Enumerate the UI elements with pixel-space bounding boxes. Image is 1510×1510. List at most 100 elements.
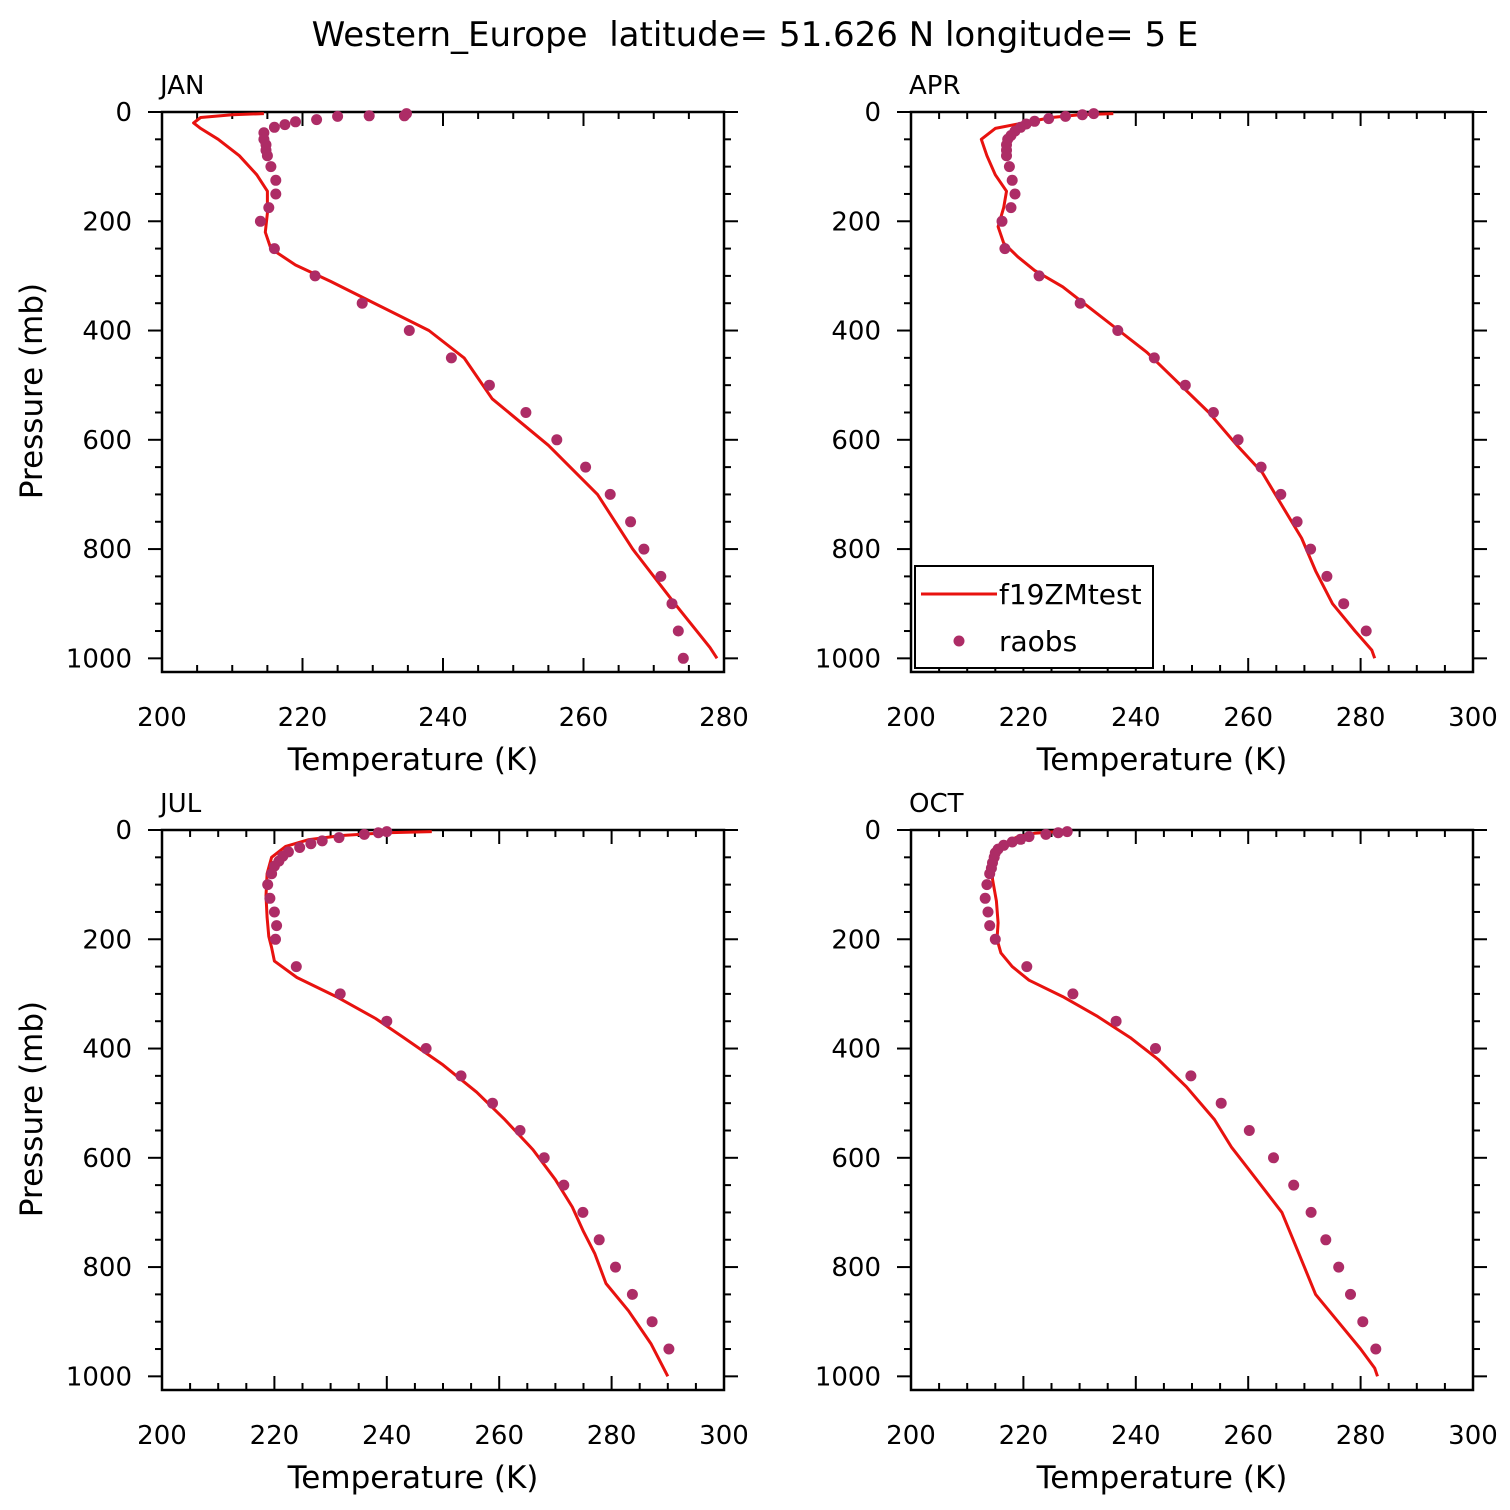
raobs-point <box>538 1152 550 1164</box>
y-tick-label: 1000 <box>815 1362 881 1392</box>
raobs-point <box>1003 161 1015 173</box>
raobs-point <box>514 1125 526 1136</box>
y-tick-label: 0 <box>115 98 132 128</box>
raobs-point <box>1150 1043 1161 1054</box>
y-tick-label: 800 <box>831 1253 881 1283</box>
raobs-point <box>1370 1343 1382 1355</box>
y-tick-label: 200 <box>82 925 132 955</box>
raobs-point <box>372 827 384 839</box>
raobs-point <box>403 325 415 336</box>
raobs-point <box>270 188 282 200</box>
raobs-point <box>551 434 563 446</box>
raobs-point <box>1006 174 1018 186</box>
raobs-point <box>398 110 410 122</box>
raobs-point <box>1268 1152 1279 1164</box>
x-axis-title: Temperature (K) <box>1036 742 1288 778</box>
raobs-point <box>279 119 291 131</box>
raobs-point <box>483 379 495 391</box>
x-tick-label: 240 <box>1111 703 1161 733</box>
raobs-point <box>268 906 280 918</box>
raobs-point <box>1040 828 1052 840</box>
raobs-point <box>981 879 993 891</box>
x-tick-label: 220 <box>250 1421 300 1451</box>
raobs-point <box>655 570 667 582</box>
raobs-point <box>1043 113 1055 125</box>
raobs-point <box>1088 108 1100 120</box>
raobs-point <box>982 906 994 918</box>
y-tick-label: 400 <box>831 1035 881 1065</box>
raobs-point <box>363 110 375 122</box>
raobs-point <box>1360 625 1372 637</box>
panel-jul: JUL 200 220 240 260 280 300 0 200 400 600 800 1000 Te… <box>14 789 749 1496</box>
y-tick-label: 800 <box>82 535 132 565</box>
x-tick-label: 280 <box>1336 1421 1386 1451</box>
x-tick-label: 300 <box>1448 1421 1498 1451</box>
raobs-point <box>290 961 302 973</box>
raobs-point <box>334 988 346 1000</box>
raobs-point <box>1179 379 1191 391</box>
y-tick-label: 800 <box>831 535 881 565</box>
y-tick-label: 200 <box>831 207 881 237</box>
y-tick-label: 0 <box>864 98 881 128</box>
x-tick-label: 280 <box>587 1421 637 1451</box>
raobs-point <box>263 202 275 214</box>
legend-box <box>914 565 1154 669</box>
raobs-point <box>984 920 996 932</box>
raobs-point <box>264 892 276 904</box>
legend: f19ZMtest raobs <box>914 565 1154 669</box>
x-tick-label: 220 <box>999 703 1049 733</box>
y-tick-label: 1000 <box>66 644 132 674</box>
raobs-point <box>577 1206 589 1218</box>
raobs-point <box>1305 543 1317 555</box>
y-tick-label: 600 <box>82 1144 132 1174</box>
raobs-point <box>1338 598 1350 610</box>
plot-frame <box>160 110 726 674</box>
raobs-point <box>610 1261 621 1273</box>
x-axis-title: Temperature (K) <box>287 1460 539 1496</box>
raobs-point <box>1320 1234 1332 1246</box>
raobs-point <box>1345 1288 1356 1300</box>
raobs-point <box>1288 1179 1300 1191</box>
raobs-point <box>254 215 266 227</box>
raobs-point <box>1357 1316 1369 1328</box>
panel-jan: JAN 200 220 240 260 280 0 200 400 600 800 1000 Tempe… <box>14 71 749 778</box>
raobs-point <box>677 652 689 664</box>
model-line-jan <box>192 112 719 660</box>
raobs-point <box>593 1234 605 1246</box>
raobs-point <box>1029 115 1041 127</box>
raobs-point <box>1060 110 1071 122</box>
x-axis-title: Temperature (K) <box>1036 1460 1288 1496</box>
raobs-point <box>305 838 317 850</box>
panel-apr: APR 200 220 240 260 280 300 0 200 400 600 800 1000 Te… <box>815 71 1498 778</box>
legend-obs-swatch <box>953 635 965 647</box>
raobs-point <box>262 879 274 891</box>
x-tick-label: 280 <box>699 703 749 733</box>
raobs-point <box>266 868 278 880</box>
x-tick-label: 240 <box>1111 1421 1161 1451</box>
raobs-point <box>646 1316 658 1328</box>
raobs-point <box>1333 1261 1345 1273</box>
raobs-point <box>268 121 280 133</box>
raobs-point <box>520 407 532 418</box>
raobs-point <box>1021 961 1033 973</box>
x-tick-label: 200 <box>137 703 187 733</box>
panel-label: JAN <box>158 71 204 101</box>
raobs-point <box>638 543 650 555</box>
x-tick-label: 260 <box>474 1421 524 1451</box>
raobs-point <box>1005 202 1017 214</box>
raobs-point <box>420 1043 432 1054</box>
raobs-point <box>487 1097 498 1109</box>
raobs-point <box>996 215 1008 227</box>
raobs-point <box>1305 1206 1317 1218</box>
raobs-point <box>1067 988 1079 1000</box>
raobs-point <box>1291 516 1303 528</box>
raobs-point <box>290 116 301 128</box>
raobs-point <box>666 598 678 610</box>
raobs-point <box>1076 109 1088 121</box>
raobs-point <box>979 892 991 904</box>
model-line-jul <box>264 830 670 1377</box>
panel-oct: OCT 200 220 240 260 280 300 0 200 400 600 800 1000 Te… <box>815 789 1498 1496</box>
x-tick-label: 280 <box>1336 703 1386 733</box>
y-tick-label: 200 <box>831 925 881 955</box>
y-tick-label: 1000 <box>66 1362 132 1392</box>
